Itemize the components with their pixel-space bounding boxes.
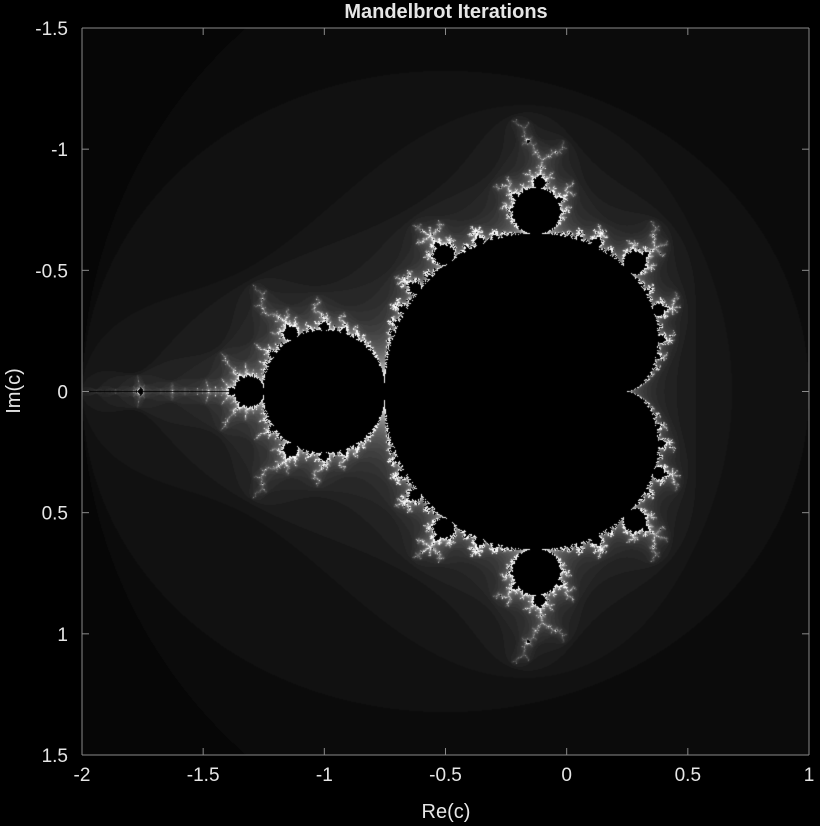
x-tick-label: 0.5: [675, 765, 701, 786]
axes: -2 -1.5 -1 -0.5 0 0.5 1 -1.5 -1 -0.5 0 0.5 1 1.5: [35, 19, 814, 786]
y-tick-label: -1: [51, 140, 68, 161]
chart-title: Mandelbrot Iterations: [344, 1, 547, 23]
y-tick-label: -0.5: [35, 261, 68, 282]
y-tick-label: -1.5: [35, 19, 68, 40]
x-tick-label: 1: [804, 765, 815, 786]
x-tick-label: -1: [316, 765, 333, 786]
heatmap-canvas: [82, 28, 809, 755]
y-tick-label: 1.5: [42, 746, 68, 767]
y-tick-label: 1: [57, 625, 68, 646]
x-axis-title: Re(c): [422, 801, 471, 823]
y-tick-label: 0.5: [42, 504, 68, 525]
y-tick-label: 0: [57, 383, 68, 404]
y-axis-title: Im(c): [3, 368, 25, 414]
heatmap-image: [82, 28, 809, 755]
x-tick-label: -0.5: [429, 765, 462, 786]
x-tick-label: -1.5: [187, 765, 220, 786]
x-tick-label: 0: [561, 765, 572, 786]
x-tick-label: -2: [74, 765, 91, 786]
